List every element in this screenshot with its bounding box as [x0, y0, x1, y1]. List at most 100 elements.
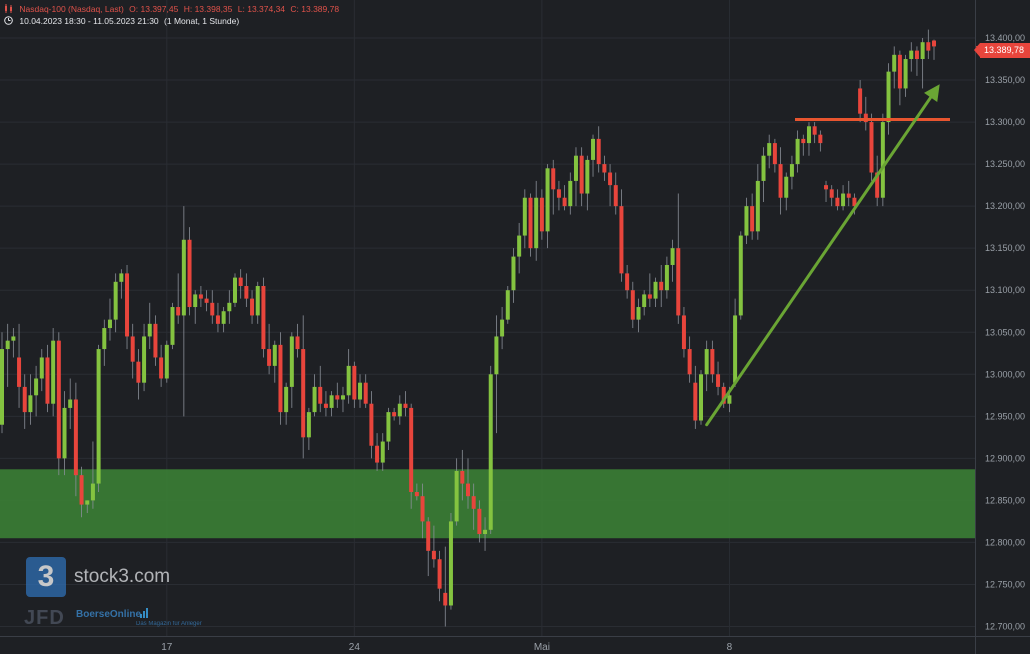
candle-body	[28, 395, 33, 413]
candle-body	[244, 286, 249, 299]
candle-body	[750, 206, 755, 232]
candle-body	[193, 294, 198, 308]
candle-body	[488, 374, 493, 530]
candle-body	[920, 42, 925, 60]
candle-body	[681, 315, 686, 350]
period-label: (1 Monat, 1 Stunde)	[164, 16, 240, 26]
candle-body	[426, 521, 431, 551]
candle-body	[250, 298, 255, 316]
candle-body	[573, 155, 578, 181]
stock3-logo-icon: 3	[26, 557, 66, 597]
candle-body	[659, 281, 664, 291]
annotation-layer	[705, 46, 980, 427]
low-value: L: 13.374,34	[237, 4, 286, 14]
candle-body	[710, 349, 715, 375]
candle-body	[738, 235, 743, 316]
candle-body	[113, 281, 118, 320]
candle-body	[494, 336, 499, 375]
candle-body	[312, 386, 317, 413]
candle-body	[96, 349, 101, 484]
candle-body	[676, 248, 681, 316]
candle-body	[437, 559, 442, 589]
candle-body	[687, 349, 692, 375]
y-tick-label: 12.850,00	[985, 495, 1025, 505]
candle-body	[903, 59, 908, 89]
candle-body	[454, 470, 459, 522]
y-tick-label: 13.000,00	[985, 369, 1025, 379]
candle-body	[625, 273, 630, 291]
y-tick-label: 12.750,00	[985, 579, 1025, 589]
candle-body	[886, 71, 891, 123]
candle-body	[22, 386, 27, 413]
candle-body	[198, 294, 203, 299]
candle-body	[335, 395, 340, 400]
candle-body	[591, 138, 596, 160]
candle-body	[301, 349, 306, 438]
candle-body	[716, 374, 721, 387]
candle-body	[397, 403, 402, 417]
candle-body	[386, 412, 391, 442]
y-tick-label: 13.050,00	[985, 327, 1025, 337]
candle-body	[585, 159, 590, 194]
candle-body	[90, 483, 95, 501]
candle-body	[801, 138, 806, 144]
y-tick-label: 12.700,00	[985, 622, 1025, 632]
trend-arrow-head	[924, 84, 940, 102]
candle-body	[403, 403, 408, 408]
candle-body	[789, 164, 794, 177]
candle-body	[602, 164, 607, 173]
candle-body	[136, 361, 141, 383]
candle-body	[880, 122, 885, 198]
candle-body	[176, 307, 181, 316]
candle-body	[926, 42, 931, 51]
candle-body	[932, 40, 936, 47]
candle-body	[863, 113, 868, 123]
candle-body	[914, 50, 919, 60]
open-value: O: 13.397,45	[129, 4, 179, 14]
candle-body	[221, 311, 226, 324]
candle-body	[448, 521, 453, 606]
candle-body	[670, 248, 675, 265]
candle-body	[744, 206, 749, 236]
candle-body	[460, 470, 465, 484]
candle-body	[636, 307, 641, 320]
candle-body	[238, 277, 243, 287]
candle-body	[5, 340, 10, 350]
candle-body	[841, 193, 846, 207]
boerseonline-bars-icon	[140, 608, 148, 618]
candle-body	[755, 180, 760, 232]
candle-body	[443, 592, 448, 606]
y-tick-label: 13.350,00	[985, 75, 1025, 85]
candle-body	[323, 403, 328, 408]
candle-body	[17, 357, 22, 387]
candle-body	[511, 256, 516, 291]
trend-arrow-line	[705, 95, 933, 427]
candle-body	[517, 235, 522, 257]
boerseonline-watermark: BoerseOnline	[76, 609, 142, 620]
candle-body	[500, 319, 505, 337]
candle-body	[505, 290, 510, 320]
candle-body	[869, 122, 874, 173]
candle-body	[119, 273, 124, 282]
candle-body	[363, 382, 368, 404]
candle-body	[392, 412, 397, 417]
candle-body	[647, 294, 652, 299]
candle-body	[380, 441, 385, 463]
stock3-brand-text: stock3.com	[74, 566, 171, 587]
candle-body	[187, 239, 192, 308]
x-tick-label: 24	[349, 642, 361, 653]
high-value: H: 13.398,35	[183, 4, 233, 14]
candle-body	[79, 475, 84, 505]
candle-body	[824, 185, 829, 190]
candle-body	[0, 349, 4, 425]
instrument-name: Nasdaq-100 (Nasdaq, Last)	[19, 4, 124, 14]
candle-body	[34, 378, 39, 396]
candle-body	[159, 357, 164, 379]
y-tick-label: 13.100,00	[985, 285, 1025, 295]
candle-body	[613, 185, 618, 207]
candle-body	[812, 126, 817, 135]
candle-body	[909, 50, 914, 60]
candle-body	[102, 328, 107, 350]
candle-body	[68, 399, 73, 408]
candle-body	[699, 374, 703, 421]
